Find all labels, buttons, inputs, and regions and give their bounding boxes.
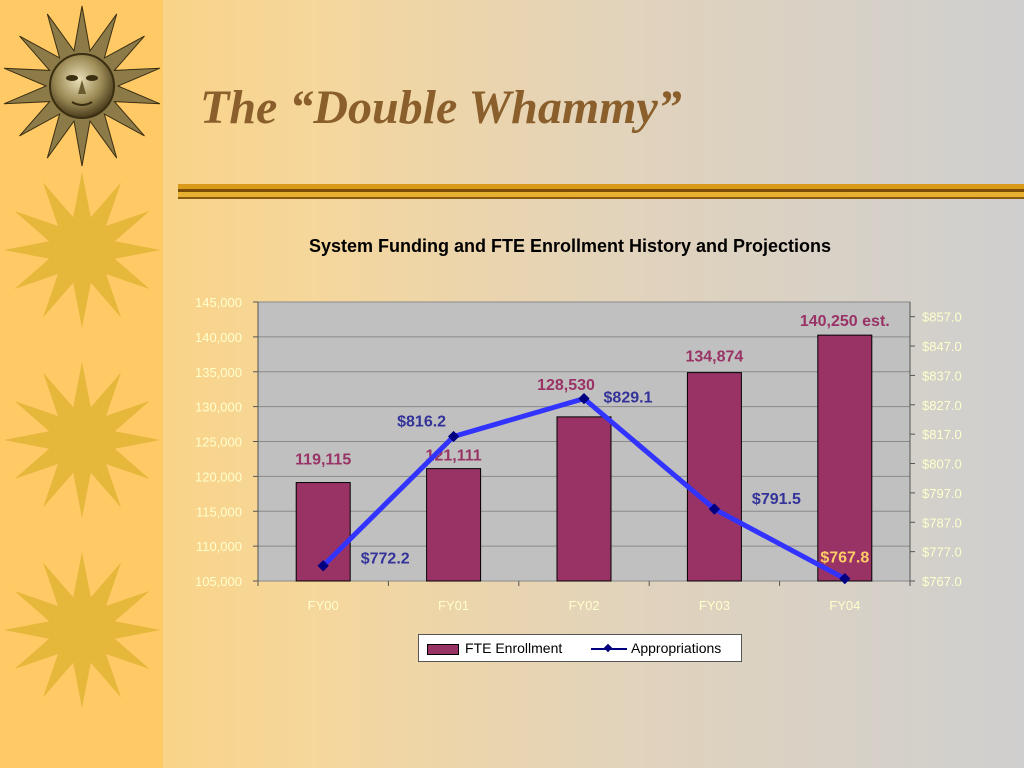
bar-data-label: 140,250 est. bbox=[800, 313, 890, 330]
left-tick-label: 110,000 bbox=[196, 539, 242, 554]
right-tick-label: $807.0 bbox=[922, 457, 962, 472]
bar bbox=[817, 334, 873, 582]
left-tick-label: 115,000 bbox=[196, 504, 242, 519]
sun-icon bbox=[4, 552, 160, 708]
legend-label-enrollment: FTE Enrollment bbox=[465, 640, 563, 656]
x-tick-label: FY02 bbox=[568, 598, 599, 613]
right-tick-label: $767.0 bbox=[922, 574, 962, 589]
right-tick-label: $817.0 bbox=[922, 427, 962, 442]
left-tick-label: 125,000 bbox=[195, 435, 242, 450]
legend-marker-appropriations bbox=[603, 643, 613, 653]
right-tick-label: $837.0 bbox=[922, 368, 962, 383]
x-tick-label: FY03 bbox=[699, 598, 730, 613]
sun-icon bbox=[4, 362, 160, 518]
bar bbox=[426, 468, 482, 582]
line-point bbox=[839, 572, 851, 585]
bar-data-label: 128,530 bbox=[537, 377, 595, 394]
left-tick-label: 145,000 bbox=[195, 295, 242, 310]
line-data-label: $767.8 bbox=[820, 550, 869, 567]
chart-title: System Funding and FTE Enrollment Histor… bbox=[308, 236, 832, 256]
x-tick-label: FY00 bbox=[308, 598, 339, 613]
bar bbox=[686, 372, 742, 582]
left-tick-label: 135,000 bbox=[195, 365, 242, 380]
left-tick-label: 105,000 bbox=[195, 574, 242, 589]
right-tick-label: $787.0 bbox=[922, 515, 962, 530]
x-tick-label: FY04 bbox=[829, 598, 860, 613]
line-data-label: $791.5 bbox=[752, 491, 801, 508]
right-tick-label: $857.0 bbox=[922, 310, 962, 325]
decorative-sidebar bbox=[0, 0, 163, 768]
line-data-label: $816.2 bbox=[397, 414, 446, 431]
bar bbox=[556, 416, 612, 582]
line-point bbox=[578, 392, 590, 405]
sun-face-icon bbox=[3, 5, 161, 167]
sun-decorations bbox=[3, 5, 161, 708]
line-point bbox=[447, 430, 460, 443]
right-tick-label: $797.0 bbox=[922, 486, 962, 501]
line-point bbox=[708, 503, 721, 515]
left-tick-label: 130,000 bbox=[195, 400, 242, 415]
bar-data-label: 134,874 bbox=[685, 349, 743, 366]
sun-icon bbox=[4, 172, 160, 328]
title-rule bbox=[178, 184, 1024, 199]
left-tick-label: 120,000 bbox=[195, 469, 242, 484]
legend-swatch-enrollment bbox=[427, 644, 459, 655]
line-data-label: $829.1 bbox=[604, 390, 653, 407]
left-tick-label: 140,000 bbox=[195, 330, 242, 345]
legend-label-appropriations: Appropriations bbox=[631, 640, 722, 656]
x-tick-label: FY01 bbox=[438, 598, 469, 613]
right-tick-label: $827.0 bbox=[922, 398, 962, 413]
bar-data-label: 119,115 bbox=[295, 452, 351, 469]
line-data-label: $772.2 bbox=[361, 551, 410, 568]
right-tick-label: $777.0 bbox=[922, 545, 962, 560]
line-point bbox=[317, 560, 329, 572]
right-tick-label: $847.0 bbox=[922, 339, 962, 354]
legend: FTE Enrollment Appropriations bbox=[418, 634, 742, 662]
slide-title: The “Double Whammy” bbox=[200, 81, 682, 134]
